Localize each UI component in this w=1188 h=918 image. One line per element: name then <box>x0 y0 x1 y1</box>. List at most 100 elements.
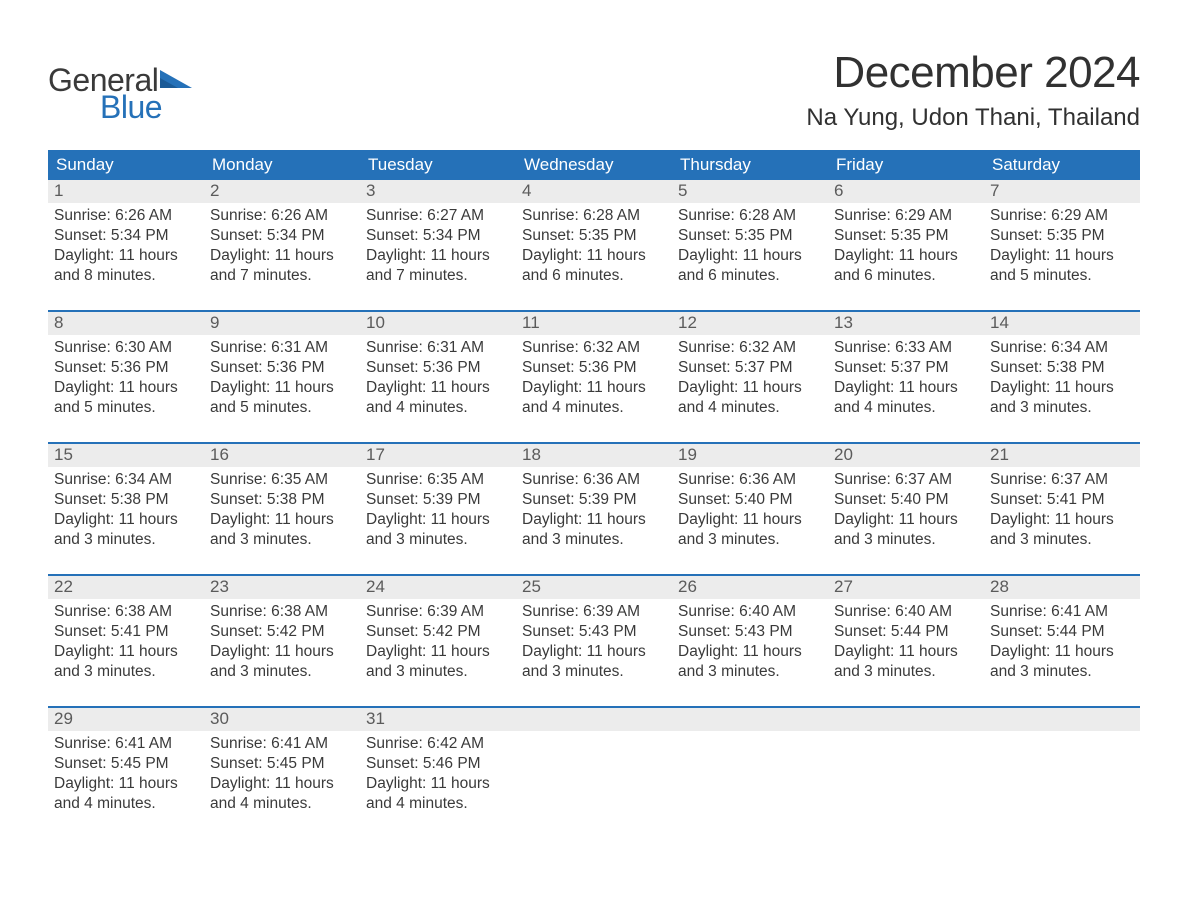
day-number: 11 <box>516 312 672 335</box>
day-number: 23 <box>204 576 360 599</box>
day-number: 5 <box>672 180 828 203</box>
day-details: Sunrise: 6:32 AMSunset: 5:36 PMDaylight:… <box>516 335 672 418</box>
day-number <box>672 708 828 731</box>
calendar-day <box>516 708 672 820</box>
calendar-day <box>828 708 984 820</box>
calendar-day: 24Sunrise: 6:39 AMSunset: 5:42 PMDayligh… <box>360 576 516 688</box>
calendar-day: 17Sunrise: 6:35 AMSunset: 5:39 PMDayligh… <box>360 444 516 556</box>
month-title: December 2024 <box>806 48 1140 98</box>
day-number: 25 <box>516 576 672 599</box>
day-details: Sunrise: 6:37 AMSunset: 5:40 PMDaylight:… <box>828 467 984 550</box>
title-block: December 2024 Na Yung, Udon Thani, Thail… <box>806 48 1140 132</box>
day-details: Sunrise: 6:28 AMSunset: 5:35 PMDaylight:… <box>516 203 672 286</box>
calendar-day: 14Sunrise: 6:34 AMSunset: 5:38 PMDayligh… <box>984 312 1140 424</box>
logo: General Blue <box>48 48 192 126</box>
calendar-week: 22Sunrise: 6:38 AMSunset: 5:41 PMDayligh… <box>48 574 1140 688</box>
calendar-day: 16Sunrise: 6:35 AMSunset: 5:38 PMDayligh… <box>204 444 360 556</box>
day-details: Sunrise: 6:35 AMSunset: 5:39 PMDaylight:… <box>360 467 516 550</box>
day-number: 7 <box>984 180 1140 203</box>
calendar-day: 13Sunrise: 6:33 AMSunset: 5:37 PMDayligh… <box>828 312 984 424</box>
calendar-day: 1Sunrise: 6:26 AMSunset: 5:34 PMDaylight… <box>48 180 204 292</box>
header: General Blue December 2024 Na Yung, Udon… <box>48 48 1140 132</box>
calendar-day: 5Sunrise: 6:28 AMSunset: 5:35 PMDaylight… <box>672 180 828 292</box>
day-details: Sunrise: 6:31 AMSunset: 5:36 PMDaylight:… <box>204 335 360 418</box>
day-number: 30 <box>204 708 360 731</box>
day-number: 3 <box>360 180 516 203</box>
weekday-saturday: Saturday <box>984 150 1140 180</box>
day-details: Sunrise: 6:39 AMSunset: 5:43 PMDaylight:… <box>516 599 672 682</box>
calendar-day: 27Sunrise: 6:40 AMSunset: 5:44 PMDayligh… <box>828 576 984 688</box>
day-details: Sunrise: 6:31 AMSunset: 5:36 PMDaylight:… <box>360 335 516 418</box>
day-details: Sunrise: 6:34 AMSunset: 5:38 PMDaylight:… <box>984 335 1140 418</box>
calendar-day: 31Sunrise: 6:42 AMSunset: 5:46 PMDayligh… <box>360 708 516 820</box>
weekday-tuesday: Tuesday <box>360 150 516 180</box>
calendar-day: 10Sunrise: 6:31 AMSunset: 5:36 PMDayligh… <box>360 312 516 424</box>
calendar-week: 15Sunrise: 6:34 AMSunset: 5:38 PMDayligh… <box>48 442 1140 556</box>
day-number: 21 <box>984 444 1140 467</box>
flag-icon <box>160 70 192 93</box>
weekday-thursday: Thursday <box>672 150 828 180</box>
day-number: 26 <box>672 576 828 599</box>
calendar-day: 11Sunrise: 6:32 AMSunset: 5:36 PMDayligh… <box>516 312 672 424</box>
day-number: 24 <box>360 576 516 599</box>
calendar-day: 7Sunrise: 6:29 AMSunset: 5:35 PMDaylight… <box>984 180 1140 292</box>
day-details: Sunrise: 6:34 AMSunset: 5:38 PMDaylight:… <box>48 467 204 550</box>
calendar-day: 26Sunrise: 6:40 AMSunset: 5:43 PMDayligh… <box>672 576 828 688</box>
calendar-day <box>984 708 1140 820</box>
day-details: Sunrise: 6:39 AMSunset: 5:42 PMDaylight:… <box>360 599 516 682</box>
day-number <box>984 708 1140 731</box>
calendar-day: 29Sunrise: 6:41 AMSunset: 5:45 PMDayligh… <box>48 708 204 820</box>
day-number: 4 <box>516 180 672 203</box>
calendar-page: General Blue December 2024 Na Yung, Udon… <box>0 0 1188 820</box>
day-number: 12 <box>672 312 828 335</box>
day-details: Sunrise: 6:40 AMSunset: 5:44 PMDaylight:… <box>828 599 984 682</box>
day-number: 2 <box>204 180 360 203</box>
weeks-container: 1Sunrise: 6:26 AMSunset: 5:34 PMDaylight… <box>48 180 1140 820</box>
day-number: 13 <box>828 312 984 335</box>
day-number: 20 <box>828 444 984 467</box>
day-number: 31 <box>360 708 516 731</box>
calendar-day: 3Sunrise: 6:27 AMSunset: 5:34 PMDaylight… <box>360 180 516 292</box>
day-details: Sunrise: 6:28 AMSunset: 5:35 PMDaylight:… <box>672 203 828 286</box>
day-number <box>828 708 984 731</box>
day-details: Sunrise: 6:42 AMSunset: 5:46 PMDaylight:… <box>360 731 516 814</box>
day-number: 15 <box>48 444 204 467</box>
day-details: Sunrise: 6:41 AMSunset: 5:44 PMDaylight:… <box>984 599 1140 682</box>
day-details: Sunrise: 6:29 AMSunset: 5:35 PMDaylight:… <box>984 203 1140 286</box>
day-details: Sunrise: 6:35 AMSunset: 5:38 PMDaylight:… <box>204 467 360 550</box>
calendar-day: 12Sunrise: 6:32 AMSunset: 5:37 PMDayligh… <box>672 312 828 424</box>
day-number: 17 <box>360 444 516 467</box>
day-details: Sunrise: 6:26 AMSunset: 5:34 PMDaylight:… <box>48 203 204 286</box>
day-number <box>516 708 672 731</box>
calendar-day: 2Sunrise: 6:26 AMSunset: 5:34 PMDaylight… <box>204 180 360 292</box>
calendar-week: 8Sunrise: 6:30 AMSunset: 5:36 PMDaylight… <box>48 310 1140 424</box>
calendar-day: 25Sunrise: 6:39 AMSunset: 5:43 PMDayligh… <box>516 576 672 688</box>
calendar-day: 21Sunrise: 6:37 AMSunset: 5:41 PMDayligh… <box>984 444 1140 556</box>
day-number: 6 <box>828 180 984 203</box>
day-details: Sunrise: 6:40 AMSunset: 5:43 PMDaylight:… <box>672 599 828 682</box>
weekday-friday: Friday <box>828 150 984 180</box>
day-number: 28 <box>984 576 1140 599</box>
location: Na Yung, Udon Thani, Thailand <box>806 104 1140 132</box>
calendar-day: 9Sunrise: 6:31 AMSunset: 5:36 PMDaylight… <box>204 312 360 424</box>
calendar-day: 23Sunrise: 6:38 AMSunset: 5:42 PMDayligh… <box>204 576 360 688</box>
weekday-sunday: Sunday <box>48 150 204 180</box>
day-number: 29 <box>48 708 204 731</box>
calendar-day: 22Sunrise: 6:38 AMSunset: 5:41 PMDayligh… <box>48 576 204 688</box>
day-number: 27 <box>828 576 984 599</box>
day-number: 18 <box>516 444 672 467</box>
day-number: 19 <box>672 444 828 467</box>
day-details: Sunrise: 6:38 AMSunset: 5:41 PMDaylight:… <box>48 599 204 682</box>
calendar-day: 6Sunrise: 6:29 AMSunset: 5:35 PMDaylight… <box>828 180 984 292</box>
calendar: Sunday Monday Tuesday Wednesday Thursday… <box>48 150 1140 820</box>
day-number: 16 <box>204 444 360 467</box>
calendar-week: 29Sunrise: 6:41 AMSunset: 5:45 PMDayligh… <box>48 706 1140 820</box>
weekday-monday: Monday <box>204 150 360 180</box>
day-number: 14 <box>984 312 1140 335</box>
day-number: 9 <box>204 312 360 335</box>
day-details: Sunrise: 6:37 AMSunset: 5:41 PMDaylight:… <box>984 467 1140 550</box>
day-details: Sunrise: 6:30 AMSunset: 5:36 PMDaylight:… <box>48 335 204 418</box>
day-details: Sunrise: 6:26 AMSunset: 5:34 PMDaylight:… <box>204 203 360 286</box>
day-number: 22 <box>48 576 204 599</box>
day-number: 8 <box>48 312 204 335</box>
